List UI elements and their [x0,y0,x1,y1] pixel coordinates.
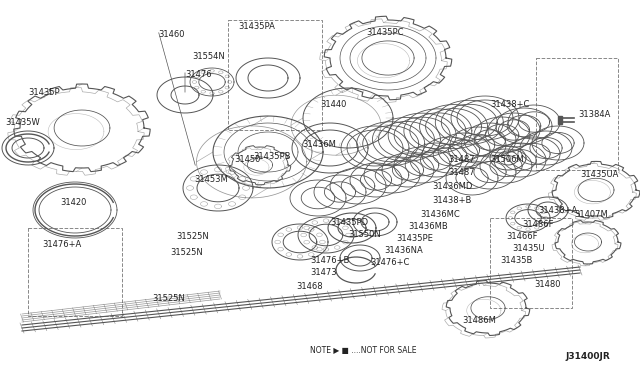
Text: 31384A: 31384A [578,110,611,119]
Text: 31435PC: 31435PC [366,28,403,37]
Text: J31400JR: J31400JR [565,352,610,361]
Text: 31460: 31460 [158,30,184,39]
Text: 31435W: 31435W [5,118,40,127]
Text: 31468: 31468 [296,282,323,291]
Bar [28,228,122,316]
Text: NOTE ▶ ■ ....NOT FOR SALE: NOTE ▶ ■ ....NOT FOR SALE [310,346,417,355]
Text: 31525N: 31525N [170,248,203,257]
Text: 31480: 31480 [534,280,561,289]
Text: 31525N: 31525N [152,294,185,303]
Text: 31436M: 31436M [302,140,336,149]
Text: 31453M: 31453M [194,175,228,184]
Text: 31438+B: 31438+B [432,196,472,205]
Text: 31436MC: 31436MC [420,210,460,219]
Text: 31506M: 31506M [490,155,524,164]
Text: 31407M: 31407M [574,210,608,219]
Text: 31435P: 31435P [28,88,60,97]
Text: 31440: 31440 [320,100,346,109]
Text: 31487: 31487 [448,155,475,164]
Text: 31436MB: 31436MB [408,222,448,231]
Text: 31438+A: 31438+A [538,206,577,215]
Text: 31435UA: 31435UA [580,170,618,179]
Bar [228,20,322,130]
Text: 31476+C: 31476+C [370,258,410,267]
Text: 31436MD: 31436MD [432,182,472,191]
Bar [490,218,572,308]
Text: 31476: 31476 [185,70,212,79]
Text: 31466F: 31466F [506,232,538,241]
Text: 31476+A: 31476+A [42,240,81,249]
Text: 31486F: 31486F [522,220,554,229]
Text: 31435PB: 31435PB [253,152,291,161]
Bar [536,58,618,170]
Text: 31435B: 31435B [500,256,532,265]
Text: 31550N: 31550N [348,230,381,239]
Text: 31473: 31473 [310,268,337,277]
Text: 31438+C: 31438+C [490,100,529,109]
Text: 31436NA: 31436NA [384,246,423,255]
Text: 31487: 31487 [448,168,475,177]
Text: 31435PD: 31435PD [330,218,368,227]
Text: 31476+B: 31476+B [310,256,349,265]
Text: 31486M: 31486M [462,316,496,325]
Bar [558,116,562,124]
Text: 31435PE: 31435PE [396,234,433,243]
Text: 31554N: 31554N [192,52,225,61]
Text: 31525N: 31525N [176,232,209,241]
Text: 31435U: 31435U [512,244,545,253]
Text: 31435PA: 31435PA [238,22,275,31]
Text: 31450: 31450 [234,155,260,164]
Text: 31420: 31420 [60,198,86,207]
